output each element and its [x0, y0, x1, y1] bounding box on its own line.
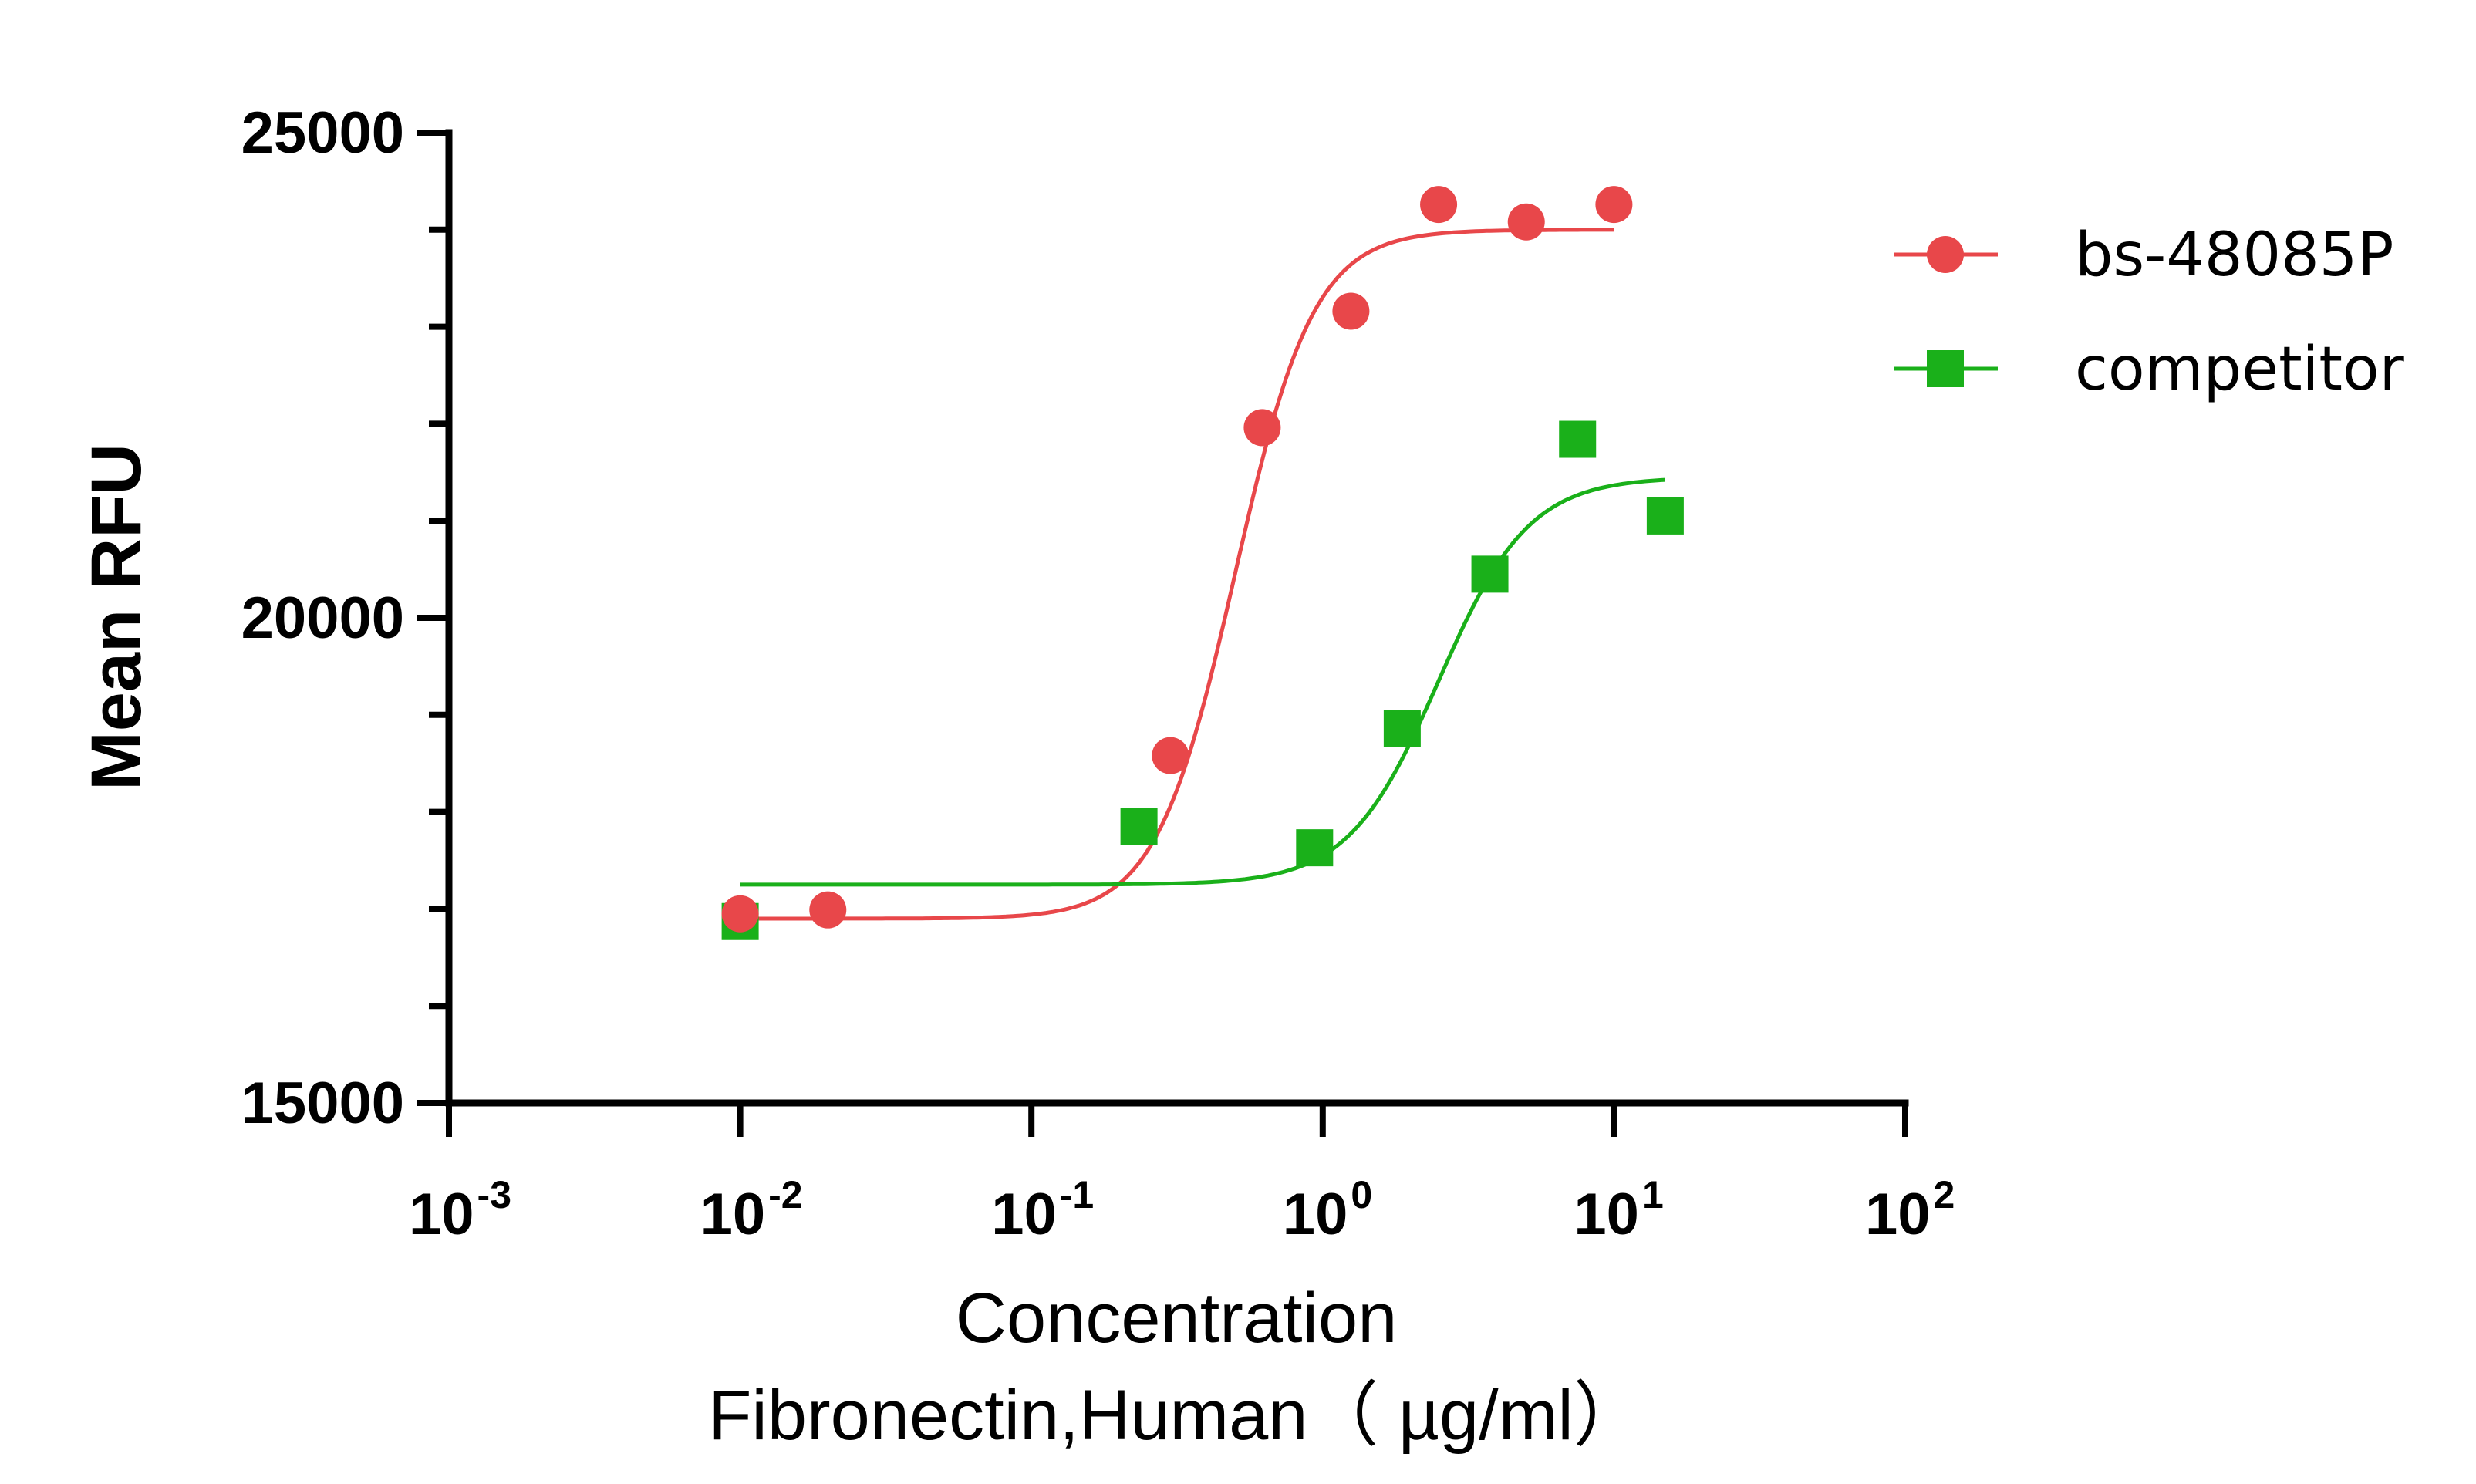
y-axis: 15000 20000 25000 — [241, 100, 453, 1136]
x-tick-label: 10-3 — [409, 1173, 511, 1247]
y-axis-title: Mean RFU — [77, 444, 156, 791]
y-tick-label: 15000 — [241, 1071, 404, 1136]
data-point-competitor — [1296, 829, 1334, 867]
x-tick-label: 101 — [1574, 1173, 1663, 1247]
x-tick-label: 102 — [1865, 1173, 1955, 1247]
data-point-bs-48085P — [1507, 203, 1545, 241]
fit-curve-competitor — [740, 477, 1666, 887]
data-point-bs-48085P — [809, 891, 847, 929]
data-point-competitor — [1471, 555, 1509, 593]
data-point-bs-48085P — [1420, 186, 1458, 224]
data-point-competitor — [1559, 420, 1597, 458]
data-point-bs-48085P — [1243, 409, 1281, 447]
legend-label: competitor — [2075, 335, 2405, 404]
legend: bs-48085P competitor — [1894, 221, 2405, 404]
y-tick-label: 20000 — [241, 585, 404, 651]
legend-marker — [1927, 236, 1964, 273]
x-axis: 10-3 10-2 10-1 100 101 102 — [409, 1099, 1955, 1247]
x-tick-label: 10-1 — [991, 1173, 1094, 1247]
legend-label: bs-48085P — [2075, 221, 2393, 290]
fit-curve-bs-48085P — [740, 228, 1614, 921]
x-axis-title: Concentration — [956, 1279, 1398, 1358]
plot-area — [721, 186, 1684, 940]
y-tick-label: 25000 — [241, 100, 404, 166]
data-point-competitor — [1646, 497, 1684, 535]
data-point-bs-48085P — [1332, 292, 1370, 330]
data-point-bs-48085P — [1152, 737, 1189, 774]
x-tick-label: 10-2 — [700, 1173, 803, 1247]
x-tick-label: 100 — [1283, 1173, 1372, 1247]
x-axis-title-line2: Fibronectin,Human（ µg/ml） — [708, 1376, 1644, 1455]
data-point-bs-48085P — [1595, 186, 1633, 224]
data-point-bs-48085P — [721, 895, 759, 933]
y-ticks: 15000 20000 25000 — [241, 100, 449, 1136]
legend-marker — [1927, 350, 1964, 387]
x-ticks: 10-3 10-2 10-1 100 101 102 — [409, 1103, 1955, 1247]
data-point-competitor — [1120, 808, 1158, 845]
data-point-competitor — [1383, 710, 1421, 747]
